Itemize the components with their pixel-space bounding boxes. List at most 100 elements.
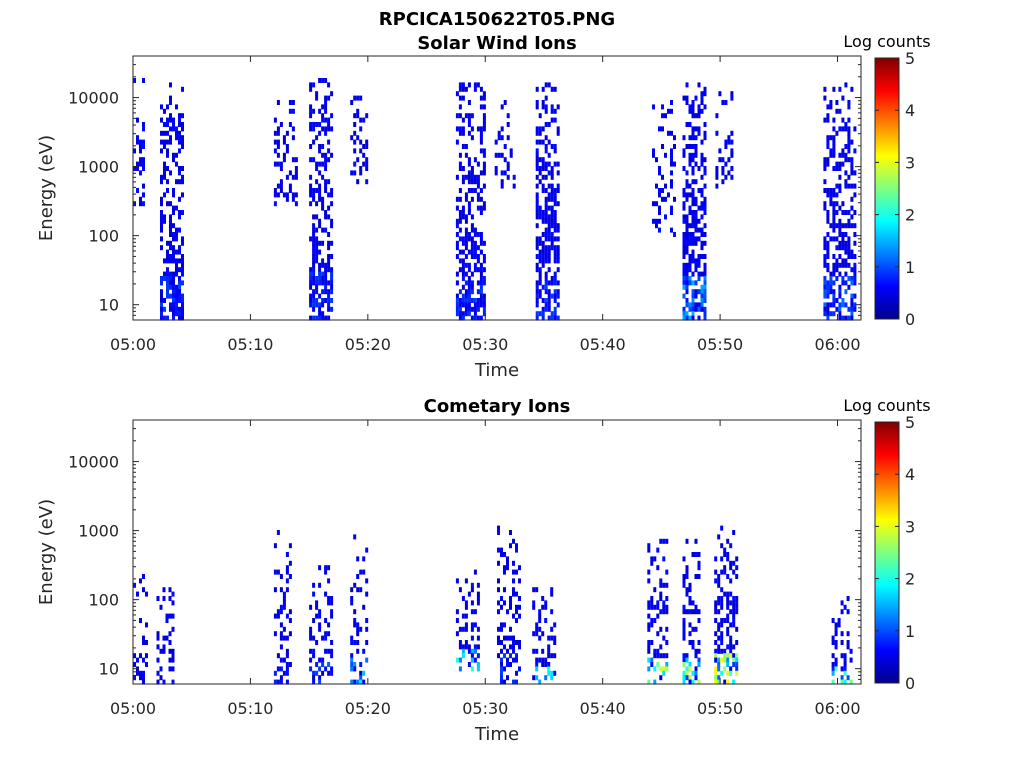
heatmap-cell bbox=[662, 538, 666, 544]
heatmap-cell bbox=[658, 126, 661, 132]
heatmap-cell bbox=[324, 618, 328, 623]
heatmap-cell bbox=[279, 644, 283, 650]
heatmap-cell bbox=[556, 126, 560, 132]
heatmap-cell bbox=[162, 644, 166, 650]
heatmap-cell bbox=[455, 218, 459, 224]
heatmap-cell bbox=[175, 302, 178, 308]
heatmap-cell bbox=[553, 227, 557, 233]
heatmap-cell bbox=[547, 280, 551, 286]
heatmap-cell bbox=[181, 210, 184, 215]
heatmap-cell bbox=[538, 139, 542, 145]
heatmap-cell bbox=[688, 240, 692, 246]
heatmap-cell bbox=[715, 183, 719, 189]
heatmap-cell bbox=[556, 201, 560, 207]
heatmap-cell bbox=[653, 604, 657, 610]
heatmap-cell bbox=[653, 618, 657, 623]
heatmap-cell bbox=[703, 267, 707, 273]
heatmap-cell bbox=[515, 640, 518, 645]
heatmap-cell bbox=[703, 240, 707, 246]
heatmap-cell bbox=[509, 600, 512, 606]
heatmap-cell bbox=[503, 644, 506, 650]
heatmap-cell bbox=[700, 205, 704, 211]
heatmap-cell bbox=[166, 117, 169, 123]
panel-cometary: Cometary Ions 05:00 05:10 05:20 05:30 05:40 0… bbox=[36, 396, 931, 745]
heatmap-cell bbox=[142, 183, 145, 189]
heatmap-cell bbox=[166, 315, 169, 321]
heatmap-cell bbox=[318, 679, 322, 685]
heatmap-cell bbox=[832, 205, 836, 211]
heatmap-cell bbox=[318, 657, 322, 663]
heatmap-cell bbox=[538, 293, 542, 299]
x-tick-label: 05:40 bbox=[580, 335, 626, 354]
heatmap-cell bbox=[163, 122, 166, 127]
heatmap-cell bbox=[535, 587, 539, 593]
heatmap-cell bbox=[685, 100, 689, 105]
heatmap-cell bbox=[163, 192, 166, 198]
heatmap-cell bbox=[315, 254, 319, 259]
heatmap-cell bbox=[718, 157, 722, 163]
heatmap-cell bbox=[685, 538, 689, 544]
heatmap-cell bbox=[826, 311, 830, 317]
heatmap-cell bbox=[682, 653, 686, 659]
heatmap-cell bbox=[823, 236, 827, 242]
heatmap-cell bbox=[315, 284, 319, 290]
heatmap-cell bbox=[497, 587, 500, 593]
heatmap-cell bbox=[535, 267, 539, 273]
heatmap-cell bbox=[553, 653, 557, 659]
heatmap-cell bbox=[841, 262, 845, 268]
heatmap-cell bbox=[156, 635, 160, 641]
heatmap-cell bbox=[309, 648, 313, 654]
heatmap-cell bbox=[142, 679, 145, 685]
heatmap-cell bbox=[838, 205, 842, 211]
heatmap-cell bbox=[365, 578, 369, 584]
heatmap-cell bbox=[479, 267, 483, 273]
heatmap-cell bbox=[455, 311, 459, 317]
heatmap-cell bbox=[362, 679, 366, 685]
heatmap-cell bbox=[703, 293, 707, 299]
heatmap-cell bbox=[685, 170, 689, 176]
heatmap-cell bbox=[662, 666, 666, 672]
heatmap-cell bbox=[703, 232, 707, 237]
heatmap-cell bbox=[365, 591, 369, 597]
heatmap-cell bbox=[697, 126, 701, 132]
heatmap-cell bbox=[163, 315, 166, 321]
heatmap-cell bbox=[832, 86, 836, 92]
heatmap-cell bbox=[359, 675, 363, 681]
heatmap-cell bbox=[455, 139, 459, 145]
heatmap-cell bbox=[172, 122, 175, 127]
heatmap-cell bbox=[285, 144, 289, 149]
heatmap-cell bbox=[163, 218, 166, 224]
heatmap-cell bbox=[479, 236, 483, 242]
heatmap-cell bbox=[467, 170, 471, 176]
heatmap-cell bbox=[458, 302, 462, 308]
heatmap-cell bbox=[832, 126, 836, 132]
heatmap-cell bbox=[703, 205, 707, 211]
heatmap-cell bbox=[464, 192, 468, 198]
heatmap-cell bbox=[662, 556, 666, 562]
heatmap-cell bbox=[312, 280, 316, 286]
heatmap-cell bbox=[735, 600, 739, 606]
heatmap-cell bbox=[720, 657, 724, 663]
heatmap-cell bbox=[362, 648, 366, 654]
heatmap-cell bbox=[682, 662, 686, 667]
heatmap-cell bbox=[470, 174, 474, 180]
heatmap-cell bbox=[169, 113, 172, 119]
heatmap-cell bbox=[353, 122, 357, 127]
heatmap-cell bbox=[844, 258, 848, 264]
heatmap-cell bbox=[547, 205, 551, 211]
heatmap-cell bbox=[294, 166, 298, 171]
heatmap-cell bbox=[823, 205, 827, 211]
colorbar-tick-label: 0 bbox=[905, 674, 915, 693]
heatmap-cell bbox=[853, 232, 857, 237]
heatmap-cell bbox=[178, 130, 181, 136]
x-ticks-2: 05:00 05:10 05:20 05:30 05:40 05:50 06:00 bbox=[110, 420, 861, 718]
heatmap-cell bbox=[682, 622, 686, 628]
heatmap-cell bbox=[538, 271, 542, 277]
heatmap-cell bbox=[169, 117, 172, 123]
heatmap-cell bbox=[327, 662, 331, 667]
heatmap-cell bbox=[541, 306, 545, 312]
heatmap-cell bbox=[658, 166, 661, 171]
heatmap-cell bbox=[665, 666, 669, 672]
heatmap-cell bbox=[550, 626, 554, 632]
heatmap-cell bbox=[547, 644, 551, 650]
